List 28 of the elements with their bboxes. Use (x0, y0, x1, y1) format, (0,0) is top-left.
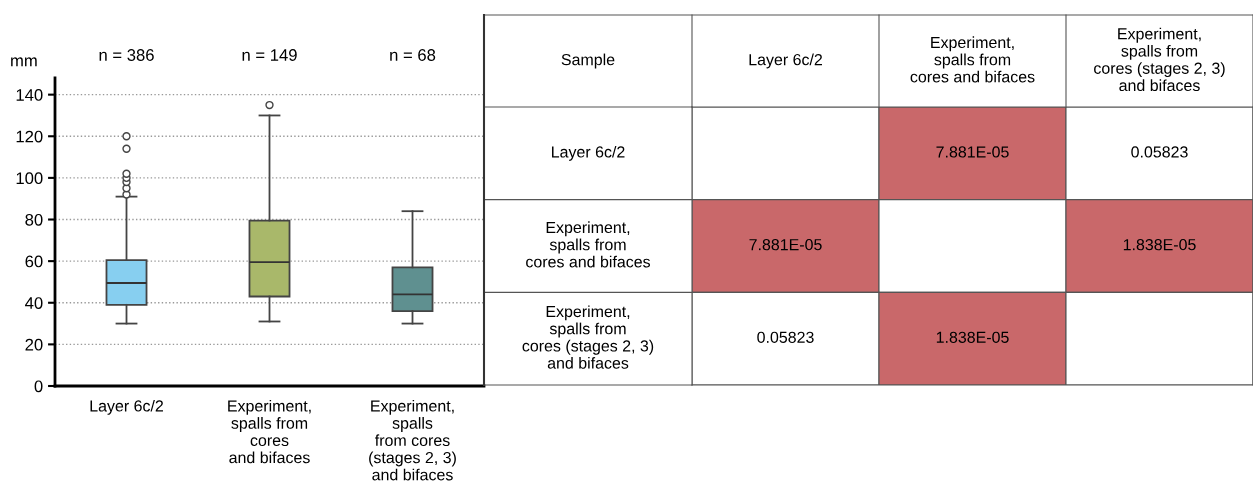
y-tick-label: 0 (34, 380, 43, 393)
data-label: 7.881E-05 (936, 146, 1009, 158)
x-tick-label: Layer 6c/2 (749, 53, 822, 69)
x-tick-label: Experiment, spalls from cores and bifaces (228, 399, 311, 464)
y-tick-label: 20 (25, 338, 43, 351)
text: n = 386 (99, 49, 154, 61)
y-tick-label: 80 (25, 213, 43, 226)
data-label: 1.838E-05 (936, 331, 1009, 343)
y-tick-label: Experiment, spalls from cores (stages 2, 3) and bifaces (522, 305, 654, 369)
y-axis-title: Sample (561, 53, 615, 69)
text: n = 149 (242, 49, 297, 61)
y-tick-label: 40 (25, 297, 43, 309)
x-tick-label: Layer 6c/2 (90, 399, 163, 415)
data-label: 0.05823 (757, 331, 814, 343)
y-axis-title: mm (11, 57, 37, 67)
x-tick-label: Experiment, spalls from cores (stages 2, 3) and bifaces (1094, 27, 1225, 92)
y-tick-label: Layer 6c/2 (552, 145, 625, 161)
data-label: 0.05823 (1131, 146, 1188, 158)
y-tick-label: 60 (25, 255, 43, 268)
y-tick-label: 120 (16, 130, 43, 143)
y-tick-label: Experiment, spalls from cores and bifaces (526, 221, 651, 268)
x-tick-label: Experiment, spalls from cores (stages 2, 3) and bifaces (369, 399, 456, 481)
data-label: 1.838E-05 (1123, 238, 1196, 251)
data-label: 7.881E-05 (749, 238, 822, 251)
text: n = 68 (390, 49, 436, 61)
y-tick-label: 100 (16, 172, 43, 185)
y-tick-label: 140 (16, 89, 43, 101)
x-tick-label: Experiment, spalls from cores and bifaces (910, 36, 1035, 83)
